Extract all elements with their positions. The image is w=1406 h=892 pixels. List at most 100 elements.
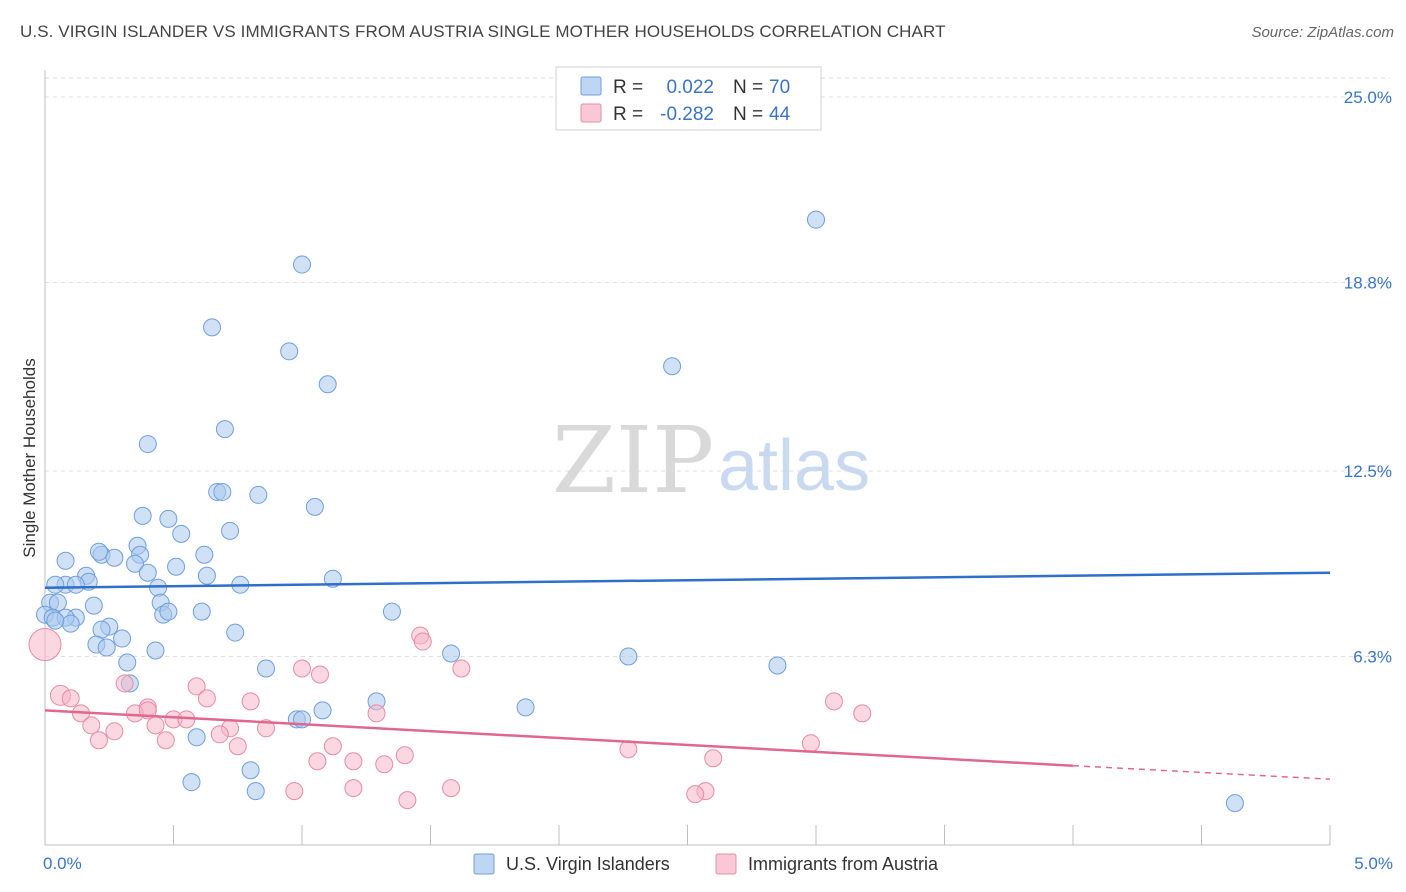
data-point-virgin-islanders — [215, 420, 234, 439]
data-point-virgin-islanders — [203, 318, 222, 337]
data-point-austria — [61, 689, 80, 708]
data-point-virgin-islanders — [516, 698, 535, 717]
data-point-virgin-islanders — [241, 761, 260, 780]
data-point-virgin-islanders — [182, 773, 201, 792]
trend-lines — [44, 571, 1331, 780]
data-point-austria — [115, 674, 134, 693]
data-point-austria — [156, 731, 175, 750]
data-point-virgin-islanders — [125, 554, 144, 573]
data-point-austria — [824, 692, 843, 711]
data-point-virgin-islanders — [663, 357, 682, 376]
data-point-virgin-islanders — [293, 255, 311, 274]
data-point-virgin-islanders — [619, 647, 638, 666]
data-point-austria — [398, 791, 417, 810]
data-point-virgin-islanders — [768, 656, 787, 675]
stats-legend-n-value: 44 — [769, 104, 791, 125]
trend-line-austria — [44, 709, 1074, 767]
data-point-austria — [257, 719, 276, 738]
data-point-virgin-islanders — [105, 548, 124, 567]
x-tick-labels: 0.0% 5.0% — [43, 854, 1393, 873]
data-point-austria — [82, 716, 101, 735]
data-point-austria — [344, 779, 363, 798]
data-point-austria — [308, 752, 327, 771]
data-point-austria — [197, 689, 216, 708]
stats-legend-swatch-austria — [580, 103, 602, 123]
data-point-austria — [853, 704, 872, 723]
data-point-virgin-islanders — [249, 485, 268, 504]
data-point-virgin-islanders — [146, 641, 165, 660]
data-point-virgin-islanders — [167, 557, 186, 576]
data-point-virgin-islanders — [318, 375, 337, 394]
data-point-austria — [375, 755, 394, 774]
stats-legend-n-label: N = — [733, 104, 763, 125]
legend-swatch-austria — [715, 853, 737, 875]
data-point-austria — [28, 628, 62, 662]
data-point-austria — [367, 704, 386, 723]
data-point-virgin-islanders — [807, 210, 825, 229]
data-point-virgin-islanders — [118, 653, 137, 672]
data-point-virgin-islanders — [323, 569, 342, 588]
data-point-virgin-islanders — [246, 782, 265, 801]
data-point-virgin-islanders — [89, 542, 108, 561]
data-point-virgin-islanders — [197, 566, 216, 585]
series-virgin-islanders-points — [36, 210, 1244, 813]
data-point-austria — [395, 746, 414, 765]
data-point-virgin-islanders — [61, 614, 80, 633]
data-point-virgin-islanders — [221, 521, 240, 540]
data-point-virgin-islanders — [159, 509, 178, 528]
data-point-austria — [704, 749, 723, 768]
trend-line-virgin-islanders — [44, 571, 1331, 589]
data-point-virgin-islanders — [172, 524, 191, 543]
trend-line-austria-extension — [1072, 764, 1331, 780]
watermark-atlas: atlas — [718, 426, 870, 506]
data-point-virgin-islanders — [84, 596, 103, 615]
grid-lines — [45, 77, 1390, 658]
data-point-austria — [452, 659, 471, 678]
y-tick-label: 12.5% — [1344, 462, 1392, 481]
data-point-austria — [89, 731, 108, 750]
data-point-austria — [187, 677, 206, 696]
data-point-austria — [413, 632, 432, 651]
data-point-virgin-islanders — [46, 575, 65, 594]
x-tick-label: 0.0% — [43, 854, 82, 873]
data-point-virgin-islanders — [46, 611, 65, 630]
data-point-virgin-islanders — [113, 629, 132, 648]
data-point-austria — [686, 785, 705, 804]
data-point-austria — [285, 782, 304, 801]
data-point-austria — [344, 752, 363, 771]
data-point-virgin-islanders — [195, 545, 214, 564]
data-point-virgin-islanders — [56, 551, 75, 570]
watermark-zip: ZIP — [552, 407, 714, 514]
stats-legend-n-value: 70 — [769, 77, 790, 98]
axes — [44, 70, 1331, 846]
data-point-virgin-islanders — [1225, 794, 1244, 813]
data-point-austria — [801, 734, 820, 753]
source-credit: Source: ZipAtlas.com — [1251, 24, 1394, 41]
data-point-virgin-islanders — [192, 602, 211, 621]
data-point-austria — [293, 659, 311, 678]
stats-legend-n-label: N = — [733, 77, 763, 98]
chart-title: U.S. VIRGIN ISLANDER VS IMMIGRANTS FROM … — [20, 22, 946, 41]
series-austria-points — [28, 626, 872, 810]
data-point-virgin-islanders — [226, 623, 245, 642]
data-point-virgin-islanders — [213, 482, 232, 501]
y-tick-labels: 6.3% 12.5% 18.8% 25.0% — [1344, 88, 1392, 667]
data-point-virgin-islanders — [159, 602, 178, 621]
data-point-austria — [105, 722, 124, 741]
data-point-virgin-islanders — [442, 644, 461, 663]
data-point-austria — [228, 737, 247, 756]
y-tick-label: 25.0% — [1344, 88, 1392, 107]
data-point-virgin-islanders — [257, 659, 276, 678]
stats-legend-r-label: R = — [613, 77, 643, 98]
data-point-virgin-islanders — [138, 563, 157, 582]
bottom-legend: U.S. Virgin Islanders Immigrants from Au… — [473, 853, 939, 875]
data-point-virgin-islanders — [97, 638, 116, 657]
data-point-austria — [323, 737, 342, 756]
data-point-virgin-islanders — [48, 593, 67, 612]
data-point-austria — [210, 725, 229, 744]
data-point-virgin-islanders — [280, 342, 299, 361]
y-axis-label: Single Mother Households — [20, 358, 39, 557]
data-point-virgin-islanders — [138, 435, 157, 454]
stats-legend-r-value: -0.282 — [660, 104, 714, 125]
